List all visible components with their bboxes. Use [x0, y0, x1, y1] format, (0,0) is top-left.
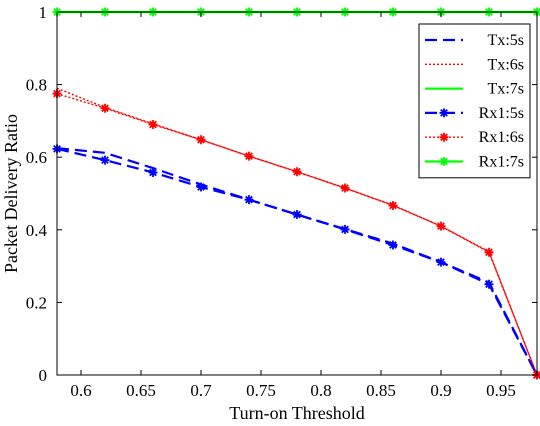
- series-rx1-5s: [52, 144, 540, 380]
- data-point-rx1-6s-7: [388, 200, 398, 210]
- x-tick-label: 0.75: [246, 381, 276, 400]
- data-point-rx1-5s-4: [244, 195, 254, 205]
- y-tick-label: 0.2: [26, 293, 47, 312]
- plot-frame: [56, 11, 538, 376]
- data-point-rx1-6s-9: [484, 247, 494, 257]
- legend-label-rx1-7s: Rx1:7s: [479, 154, 524, 171]
- legend-marker-rx1-5s: [439, 108, 449, 118]
- data-point-rx1-6s-3: [196, 135, 206, 145]
- data-point-rx1-5s-8: [436, 257, 446, 267]
- y-tick-label: 1: [39, 3, 48, 22]
- legend: Tx:5s Tx:6s Tx:7s Rx1:5s Rx1:6s Rx1:7s: [418, 23, 531, 179]
- data-point-rx1-5s-5: [292, 210, 302, 220]
- x-axis-label: Turn-on Threshold: [229, 403, 365, 423]
- y-tick-label: 0.8: [26, 76, 47, 95]
- legend-entry-tx-6s: Tx:6s: [425, 56, 524, 73]
- data-point-rx1-6s-2: [148, 120, 158, 130]
- data-point-rx1-6s-6: [340, 183, 350, 193]
- legend-label-tx-6s: Tx:6s: [488, 56, 524, 73]
- legend-label-tx-5s: Tx:5s: [488, 32, 524, 49]
- data-point-rx1-5s-9: [484, 279, 494, 289]
- y-tick-label: 0.4: [26, 221, 48, 240]
- legend-entry-tx-5s: Tx:5s: [425, 32, 524, 49]
- legend-marker-rx1-6s: [439, 132, 449, 142]
- x-tick-label: 0.8: [310, 381, 331, 400]
- series-line-tx-5s: [56, 147, 538, 376]
- x-tick-label: 0.95: [486, 381, 516, 400]
- data-point-rx1-6s-1: [100, 103, 110, 113]
- data-point-rx1-5s-6: [340, 224, 350, 234]
- legend-entry-rx1-6s: Rx1:6s: [425, 129, 524, 146]
- x-tick-label: 0.9: [430, 381, 451, 400]
- series-rx1-6s: [52, 89, 540, 380]
- x-tick-label: 0.85: [366, 381, 396, 400]
- data-point-rx1-6s-5: [292, 167, 302, 177]
- legend-box: [418, 23, 531, 179]
- data-point-rx1-5s-7: [388, 240, 398, 250]
- series-tx-5s: [56, 147, 538, 376]
- data-point-rx1-6s-8: [436, 221, 446, 231]
- legend-label-rx1-5s: Rx1:5s: [479, 105, 524, 122]
- axes-layer: 0.6 0.65 0.7 0.75 0.8 0.85 0.9 0.95 0 0.2 0.4 0.6 0.…: [26, 3, 538, 400]
- legend-entry-rx1-7s: Rx1:7s: [425, 154, 524, 171]
- series-tx-6s: [56, 87, 538, 376]
- legend-label-rx1-6s: Rx1:6s: [479, 129, 524, 146]
- y-tick-label: 0: [39, 366, 48, 385]
- data-point-rx1-5s-1: [100, 155, 110, 165]
- legend-marker-rx1-7s: [439, 157, 449, 166]
- x-tick-label: 0.65: [126, 381, 156, 400]
- y-axis-label: Packet Delivery Ratio: [1, 114, 21, 273]
- data-point-rx1-5s-3: [196, 182, 206, 192]
- legend-label-tx-7s: Tx:7s: [488, 81, 524, 98]
- data-point-rx1-6s-4: [244, 151, 254, 161]
- series-line-tx-6s: [56, 87, 538, 376]
- x-tick-label: 0.7: [190, 381, 212, 400]
- y-tick-label: 0.6: [26, 148, 47, 167]
- x-tick-label: 0.6: [70, 381, 91, 400]
- legend-entry-rx1-5s: Rx1:5s: [425, 105, 524, 122]
- legend-entry-tx-7s: Tx:7s: [425, 81, 524, 98]
- data-point-rx1-5s-2: [148, 167, 158, 177]
- series-line-rx1-5s: [56, 147, 538, 376]
